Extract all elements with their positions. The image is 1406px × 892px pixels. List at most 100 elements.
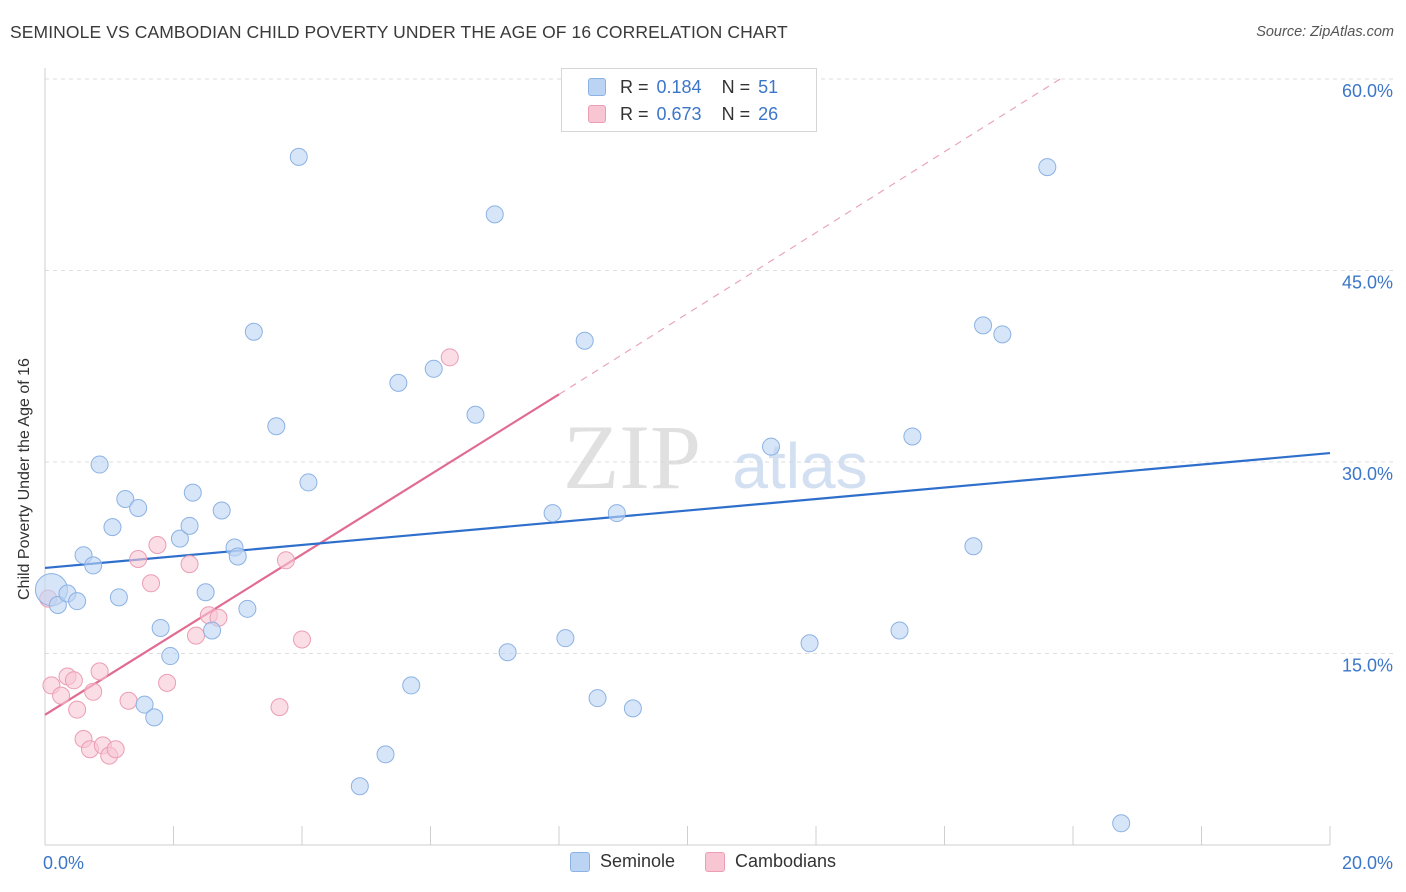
seminole-point <box>993 325 1012 344</box>
legend-row-cambodians: R = 0.673 N = 26 <box>562 101 778 127</box>
legend-label-cambodians: Cambodians <box>734 851 837 871</box>
seminole-point <box>267 417 286 436</box>
seminole-point <box>228 547 247 566</box>
seminole-point <box>203 621 222 640</box>
trend-lines <box>44 78 1331 716</box>
cambodians-point <box>276 551 295 570</box>
seminole-point <box>161 647 180 666</box>
cambodians-point <box>64 671 83 690</box>
seminole-point <box>289 147 308 166</box>
correlation-legend: R = 0.184 N = 51 R = 0.673 N = 26 <box>561 68 817 132</box>
cambodians-point <box>90 662 109 681</box>
seminole-point <box>498 643 517 662</box>
seminole-swatch <box>569 851 590 872</box>
watermark-zip: ZIP <box>563 406 701 508</box>
seminole-point <box>90 455 109 474</box>
cambodians-point <box>158 673 177 692</box>
gridlines <box>45 78 1395 654</box>
legend-r-value: 0.184 <box>656 76 702 97</box>
seminole-point <box>48 595 67 614</box>
seminole-point <box>964 537 983 556</box>
cambodians-point <box>106 740 125 759</box>
seminole-point <box>350 777 369 796</box>
seminole-point <box>135 695 154 714</box>
seminole-point <box>1112 814 1131 833</box>
x-tick-label: 0.0% <box>43 853 84 873</box>
legend-row-seminole: R = 0.184 N = 51 <box>562 74 778 100</box>
cambodians-point <box>68 700 87 719</box>
seminole-point <box>402 676 421 695</box>
cambodians-point <box>148 535 167 554</box>
seminole-point <box>424 359 443 378</box>
seminole-point <box>238 599 257 618</box>
cambodians-point <box>52 686 71 705</box>
seminole-point <box>623 699 642 718</box>
tick-labels: 15.0% 30.0% 45.0% 60.0% 0.0% 20.0% <box>43 81 1393 873</box>
seminole-point <box>103 518 122 537</box>
source-label: Source: ZipAtlas.com <box>1256 24 1394 40</box>
seminole-point <box>170 529 189 548</box>
cambodians-point <box>129 550 148 569</box>
legend-r-value: 0.673 <box>656 103 702 124</box>
seminole-point <box>129 498 148 517</box>
x-tick-label: 20.0% <box>1342 853 1393 873</box>
seminole-point <box>588 689 607 708</box>
cambodians-point <box>270 698 289 717</box>
watermark: ZIP atlas <box>563 406 868 508</box>
seminole-point <box>389 373 408 392</box>
legend-n-value: 26 <box>758 103 779 124</box>
seminole-point <box>68 592 87 611</box>
cambodians-point <box>119 691 138 710</box>
seminole-point <box>575 331 594 350</box>
seminole-point <box>299 473 318 492</box>
seminole-point <box>485 205 504 224</box>
cambodians-point <box>84 682 103 701</box>
seminole-point <box>183 483 202 502</box>
seminole-points <box>34 147 1131 833</box>
legend-item-seminole[interactable]: Seminole <box>569 851 675 872</box>
cambodians-point <box>142 574 161 593</box>
cambodians-swatch <box>704 851 725 872</box>
seminole-point <box>466 405 485 424</box>
seminole-point <box>180 516 199 535</box>
cambodians-point <box>440 348 459 367</box>
seminole-point <box>762 437 781 456</box>
seminole-point <box>543 504 562 523</box>
legend-label-seminole: Seminole <box>599 851 675 871</box>
seminole-point <box>244 322 263 341</box>
seminole-point <box>212 501 231 520</box>
y-tick-label: 45.0% <box>1342 273 1393 293</box>
seminole-point <box>109 588 128 607</box>
y-tick-label: 15.0% <box>1342 656 1393 676</box>
seminole-swatch <box>588 78 606 96</box>
chart-title: SEMINOLE VS CAMBODIAN CHILD POVERTY UNDE… <box>10 22 788 42</box>
seminole-point <box>116 490 135 509</box>
cambodians-points <box>39 348 459 765</box>
y-tick-label: 30.0% <box>1342 464 1393 484</box>
legend-n-label: N = <box>721 76 751 97</box>
cambodians-point <box>186 626 205 645</box>
legend-n-label: N = <box>721 103 751 124</box>
seminole-point <box>556 629 575 648</box>
axes <box>44 68 1331 846</box>
seminole-point <box>1038 158 1057 177</box>
seminole-point <box>903 427 922 446</box>
cambodians-trend-line <box>44 393 560 716</box>
cambodians-swatch <box>588 105 606 123</box>
series-legend: Seminole Cambodians <box>0 851 1406 872</box>
legend-n-value: 51 <box>758 76 779 97</box>
legend-item-cambodians[interactable]: Cambodians <box>704 851 837 872</box>
seminole-point <box>84 556 103 575</box>
cambodians-point <box>293 630 311 649</box>
seminole-point <box>151 618 170 637</box>
seminole-point <box>607 504 626 523</box>
seminole-point <box>376 745 395 764</box>
seminole-point <box>145 708 164 727</box>
seminole-point <box>890 621 909 640</box>
seminole-point <box>974 316 993 335</box>
y-axis-label: Child Poverty Under the Age of 16 <box>16 358 33 600</box>
cambodians-point <box>180 555 199 574</box>
watermark-atlas: atlas <box>732 430 867 502</box>
seminole-point <box>800 634 819 653</box>
